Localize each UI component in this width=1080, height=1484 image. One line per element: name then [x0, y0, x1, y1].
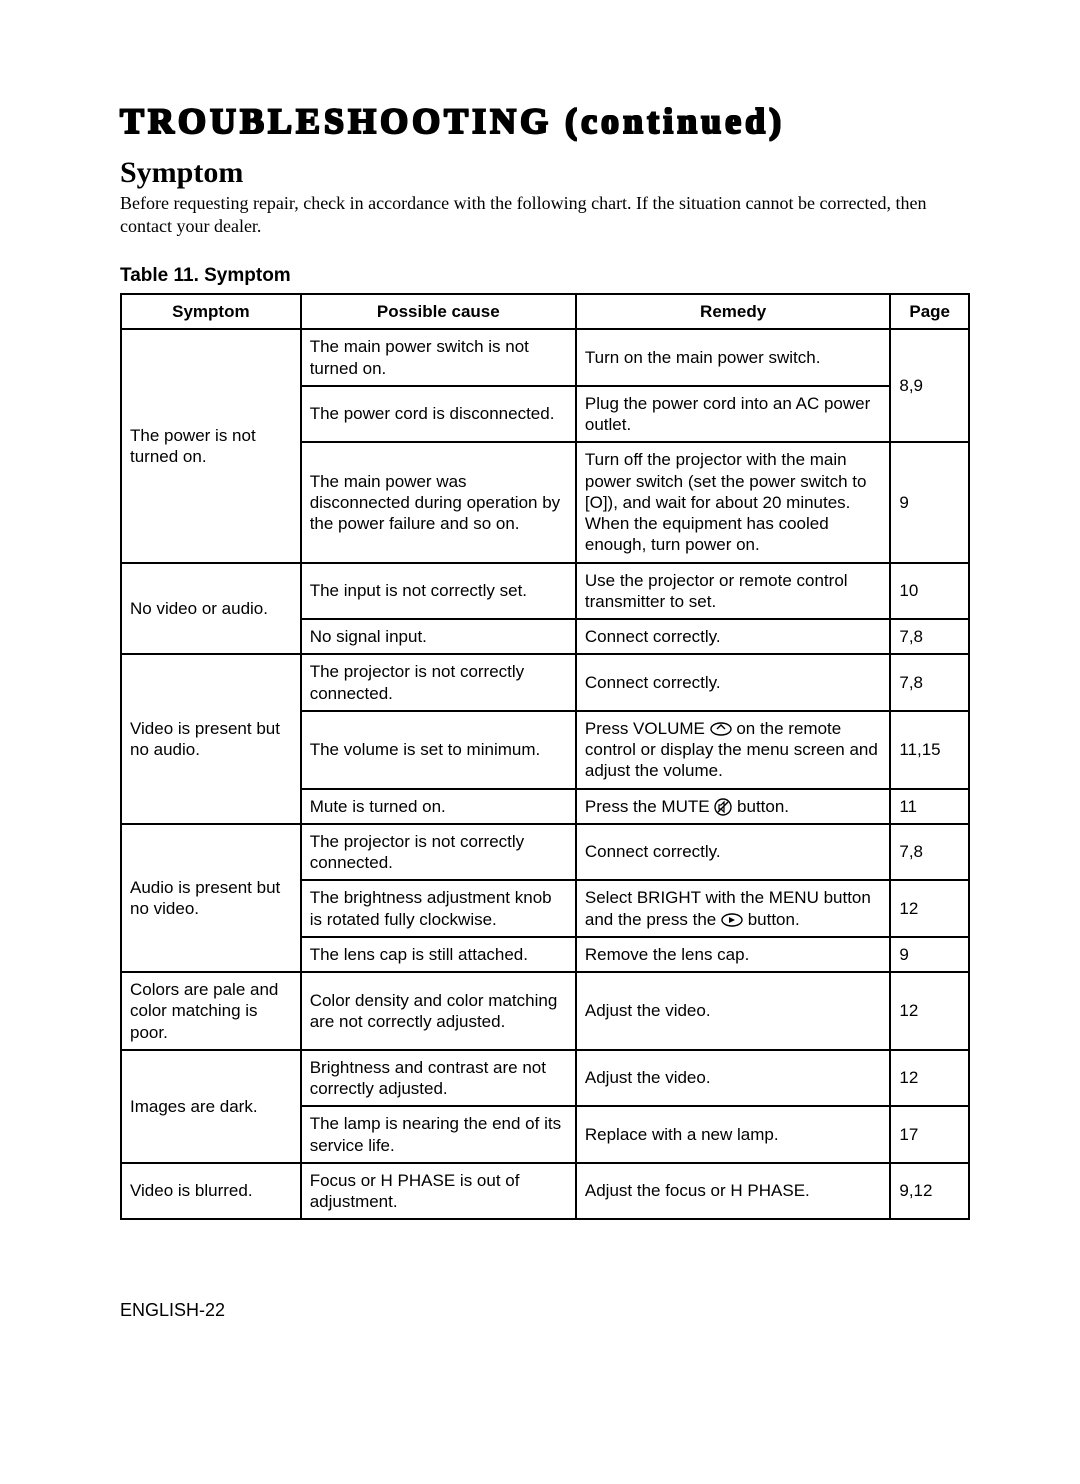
- cell-symptom: No video or audio.: [121, 563, 301, 655]
- cell-symptom: The power is not turned on.: [121, 329, 301, 562]
- table-row: No video or audio. The input is not corr…: [121, 563, 969, 620]
- cell-cause: Color density and color matching are not…: [301, 972, 576, 1050]
- col-header-remedy: Remedy: [576, 294, 890, 329]
- table-header-row: Symptom Possible cause Remedy Page: [121, 294, 969, 329]
- cell-page: 11,15: [890, 711, 969, 789]
- cell-remedy: Remove the lens cap.: [576, 937, 890, 972]
- cell-page: 7,8: [890, 619, 969, 654]
- document-page: TROUBLESHOOTING (continued) Symptom Befo…: [0, 0, 1080, 1381]
- cell-remedy: Use the projector or remote control tran…: [576, 563, 890, 620]
- cell-cause: Brightness and contrast are not correctl…: [301, 1050, 576, 1107]
- cell-cause: The volume is set to minimum.: [301, 711, 576, 789]
- page-heading: TROUBLESHOOTING (continued): [120, 100, 970, 142]
- cell-page: 9: [890, 937, 969, 972]
- cell-cause: The projector is not correctly connected…: [301, 654, 576, 711]
- cell-cause: The projector is not correctly connected…: [301, 824, 576, 881]
- table-row: Colors are pale and color matching is po…: [121, 972, 969, 1050]
- cell-cause: The power cord is disconnected.: [301, 386, 576, 443]
- cell-cause: Focus or H PHASE is out of adjustment.: [301, 1163, 576, 1220]
- cell-page: 12: [890, 880, 969, 937]
- cell-cause: The main power was disconnected during o…: [301, 442, 576, 562]
- cell-remedy: Adjust the video.: [576, 1050, 890, 1107]
- remedy-text-pre: Press the MUTE: [585, 797, 714, 816]
- right-icon: [721, 913, 743, 927]
- cell-symptom: Video is blurred.: [121, 1163, 301, 1220]
- cell-symptom: Video is present but no audio.: [121, 654, 301, 824]
- cell-page: 7,8: [890, 654, 969, 711]
- cell-remedy: Turn off the projector with the main pow…: [576, 442, 890, 562]
- cell-remedy: Connect correctly.: [576, 824, 890, 881]
- table-row: Audio is present but no video. The proje…: [121, 824, 969, 881]
- remedy-text-post: button.: [748, 910, 800, 929]
- cell-remedy: Replace with a new lamp.: [576, 1106, 890, 1163]
- section-heading: Symptom: [120, 156, 970, 190]
- table-row: The power is not turned on. The main pow…: [121, 329, 969, 386]
- table-row: Video is blurred. Focus or H PHASE is ou…: [121, 1163, 969, 1220]
- cell-page: 17: [890, 1106, 969, 1163]
- table-row: Images are dark. Brightness and contrast…: [121, 1050, 969, 1107]
- cell-remedy: Plug the power cord into an AC power out…: [576, 386, 890, 443]
- cell-remedy: Adjust the focus or H PHASE.: [576, 1163, 890, 1220]
- cell-remedy: Select BRIGHT with the MENU button and t…: [576, 880, 890, 937]
- cell-cause: Mute is turned on.: [301, 789, 576, 824]
- cell-remedy: Connect correctly.: [576, 654, 890, 711]
- cell-remedy: Press the MUTE button.: [576, 789, 890, 824]
- cell-remedy: Adjust the video.: [576, 972, 890, 1050]
- cell-cause: The main power switch is not turned on.: [301, 329, 576, 386]
- cell-page: 8,9: [890, 329, 969, 442]
- cell-cause: The input is not correctly set.: [301, 563, 576, 620]
- cell-remedy: Connect correctly.: [576, 619, 890, 654]
- cell-symptom: Images are dark.: [121, 1050, 301, 1163]
- table-row: Video is present but no audio. The proje…: [121, 654, 969, 711]
- intro-text: Before requesting repair, check in accor…: [120, 192, 970, 237]
- page-footer: ENGLISH-22: [120, 1300, 970, 1321]
- remedy-text-post: button.: [737, 797, 789, 816]
- table-caption: Table 11. Symptom: [120, 265, 970, 287]
- symptom-table: Symptom Possible cause Remedy Page The p…: [120, 293, 970, 1220]
- cell-remedy: Press VOLUME on the remote control or di…: [576, 711, 890, 789]
- cell-remedy: Turn on the main power switch.: [576, 329, 890, 386]
- cell-page: 11: [890, 789, 969, 824]
- remedy-text-pre: Press VOLUME: [585, 719, 710, 738]
- cell-cause: The lens cap is still attached.: [301, 937, 576, 972]
- cell-page: 9,12: [890, 1163, 969, 1220]
- mute-icon: [714, 798, 732, 816]
- volume-up-icon: [710, 722, 732, 736]
- col-header-page: Page: [890, 294, 969, 329]
- cell-symptom: Audio is present but no video.: [121, 824, 301, 972]
- cell-page: 9: [890, 442, 969, 562]
- col-header-symptom: Symptom: [121, 294, 301, 329]
- cell-page: 7,8: [890, 824, 969, 881]
- col-header-cause: Possible cause: [301, 294, 576, 329]
- cell-cause: The brightness adjustment knob is rotate…: [301, 880, 576, 937]
- cell-page: 12: [890, 1050, 969, 1107]
- cell-page: 10: [890, 563, 969, 620]
- cell-cause: No signal input.: [301, 619, 576, 654]
- cell-cause: The lamp is nearing the end of its servi…: [301, 1106, 576, 1163]
- cell-symptom: Colors are pale and color matching is po…: [121, 972, 301, 1050]
- cell-page: 12: [890, 972, 969, 1050]
